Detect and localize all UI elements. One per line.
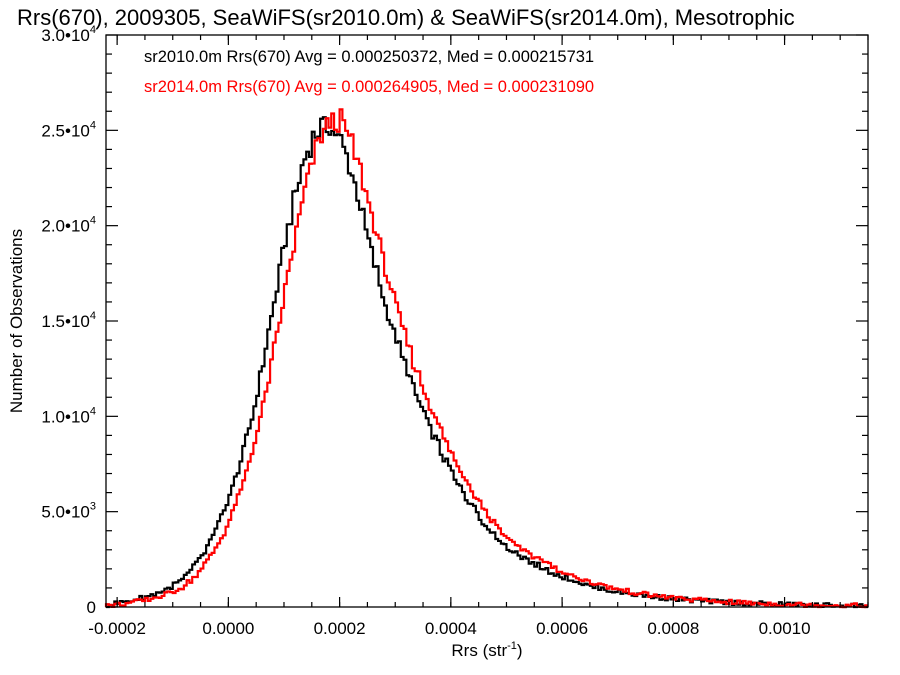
y-tick-label: 5.0•103	[41, 501, 96, 522]
y-tick-label: 2.5•104	[41, 119, 96, 140]
x-tick-label: 0.0010	[759, 619, 811, 638]
x-axis-label-close: )	[517, 641, 523, 660]
y-tick-label: 3.0•104	[41, 24, 96, 45]
x-axis-label-sup: -1	[507, 640, 517, 652]
x-axis-label: Rrs (str-1)	[451, 640, 522, 660]
x-tick-label: 0.0006	[536, 619, 588, 638]
y-tick-label: 0	[87, 598, 96, 617]
y-tick-mantissa: 5.0•10	[41, 503, 90, 522]
annotation-series-2-stats: sr2014.0m Rrs(670) Avg = 0.000264905, Me…	[144, 78, 594, 96]
y-tick-exponent: 4	[90, 24, 96, 36]
x-axis-label-main: Rrs (str	[451, 641, 507, 660]
y-tick-exponent: 4	[90, 215, 96, 227]
y-axis-label: Number of Observations	[7, 229, 26, 413]
y-tick-label: 1.5•104	[41, 310, 96, 331]
plot-series	[104, 108, 868, 609]
y-tick-exponent: 4	[90, 405, 96, 417]
y-tick-mantissa: 0	[87, 598, 96, 617]
axis-ticks: -0.0002 0.0000 0.0002 0.0004 0.0006 0.0008 0.0…	[41, 24, 869, 638]
y-tick-exponent: 3	[90, 501, 96, 513]
x-tick-label: 0.0008	[647, 619, 699, 638]
x-tick-label: 0.0002	[314, 619, 366, 638]
y-tick-label: 1.0•104	[41, 405, 96, 426]
y-tick-mantissa: 1.5•10	[41, 312, 90, 331]
y-tick-mantissa: 1.0•10	[41, 407, 90, 426]
y-tick-mantissa: 2.0•10	[41, 217, 90, 236]
x-tick-label: 0.0000	[202, 619, 254, 638]
y-tick-label: 2.0•104	[41, 215, 96, 236]
annotations: sr2010.0m Rrs(670) Avg = 0.000250372, Me…	[144, 48, 594, 96]
y-tick-exponent: 4	[90, 119, 96, 131]
x-tick-label: 0.0004	[425, 619, 477, 638]
y-tick-mantissa: 3.0•10	[41, 26, 90, 45]
x-tick-label: -0.0002	[88, 619, 146, 638]
histogram-series-2	[104, 108, 868, 609]
annotation-series-1-stats: sr2010.0m Rrs(670) Avg = 0.000250372, Me…	[144, 48, 594, 66]
y-tick-mantissa: 2.5•10	[41, 121, 90, 140]
y-tick-exponent: 4	[90, 310, 96, 322]
histogram-series-1	[106, 116, 868, 609]
chart-title: Rrs(670), 2009305, SeaWiFS(sr2010.0m) & …	[17, 5, 795, 30]
